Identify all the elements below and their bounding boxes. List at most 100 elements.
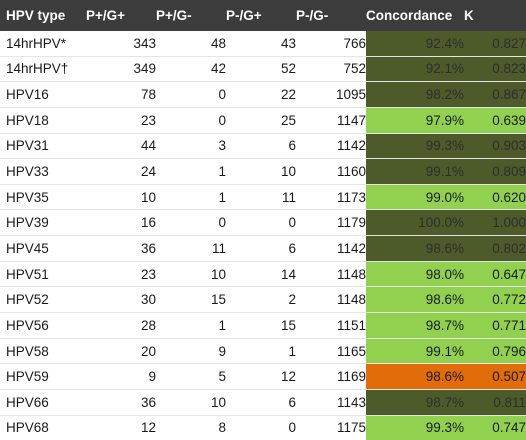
cell-concordance: 99.3%	[366, 415, 464, 440]
cell-pn: 0	[156, 209, 226, 237]
cell-hpv-type: HPV58	[0, 338, 86, 365]
cell-pn: 48	[156, 31, 226, 57]
cell-np: 11	[226, 184, 296, 211]
table-body: 14hrHPV* 343 48 43 766 92.4% 0.827 14hrHPV† 349 4…	[0, 31, 526, 440]
cell-nn: 1142	[296, 235, 366, 262]
cell-pn: 1	[156, 184, 226, 211]
header-nn: P-/G-	[296, 0, 366, 31]
cell-concordance: 99.1%	[366, 158, 464, 185]
table-row: HPV66 36 10 6 1143 98.7% 0.811	[0, 389, 526, 416]
cell-kappa: 0.823	[464, 56, 526, 83]
cell-nn: 1095	[296, 81, 366, 108]
cell-kappa: 0.620	[464, 184, 526, 211]
cell-hpv-type: HPV52	[0, 286, 86, 314]
cell-kappa: 0.507	[464, 363, 526, 390]
cell-np: 6	[226, 133, 296, 160]
cell-np: 0	[288, 420, 296, 436]
cell-hpv-type: HPV35	[0, 184, 86, 211]
cell-hpv-type: HPV31	[0, 133, 86, 160]
cell-pn: 9	[156, 338, 226, 365]
cell-np: 1	[226, 338, 296, 365]
table-row: 14hrHPV* 343 48 43 766 92.4% 0.827	[0, 31, 526, 57]
cell-nn: 1151	[296, 312, 366, 339]
cell-nn: 1169	[296, 363, 366, 390]
cell-concordance: 99.3%	[366, 133, 464, 160]
cell-pp: 9	[86, 363, 156, 390]
cell-nn: 1142	[296, 133, 366, 160]
cell-pp: 23	[86, 261, 156, 288]
cell-nn: 1173	[296, 184, 366, 211]
cell-kappa: 0.772	[464, 286, 526, 314]
cell-kappa: 0.903	[464, 133, 526, 160]
cell-pn: 0	[156, 107, 226, 134]
cell-nn: 1179	[296, 209, 366, 237]
cell-pp: 16	[86, 209, 156, 237]
cell-nn: 1143	[296, 389, 366, 416]
cell-kappa: 0.747	[464, 415, 526, 440]
cell-np: 25	[226, 107, 296, 134]
cell-kappa: 0.809	[464, 158, 526, 185]
header-np: P-/G+	[226, 0, 296, 31]
cell-pn: 1	[156, 312, 226, 339]
cell-np: 14	[226, 261, 296, 288]
table-row: HPV52 30 15 2 1148 98.6% 0.772	[0, 286, 526, 314]
table-row: HPV59 9 5 12 1169 98.6% 0.507	[0, 363, 526, 390]
table-row: 14hrHPV† 349 42 52 752 92.1% 0.823	[0, 56, 526, 83]
table-row: HPV45 36 11 6 1142 98.6% 0.802	[0, 235, 526, 262]
cell-pn: 10	[156, 389, 226, 416]
cell-pp: 24	[86, 158, 156, 185]
cell-concordance: 98.6%	[366, 286, 464, 314]
cell-np: 15	[226, 312, 296, 339]
cell-np: 0	[226, 209, 296, 237]
cell-pn: 8	[218, 420, 226, 436]
cell-nn: 1148	[296, 286, 366, 314]
cell-pp: 20	[86, 338, 156, 365]
cell-pp: 12	[140, 420, 156, 436]
cell-pp: 78	[86, 81, 156, 108]
cell-concordance: 92.1%	[366, 56, 464, 83]
cell-concordance: 98.6%	[366, 363, 464, 390]
cell-pp: 28	[86, 312, 156, 339]
table-row: HPV58 20 9 1 1165 99.1% 0.796	[0, 338, 526, 365]
cell-pn: 11	[156, 235, 226, 262]
cell-np: 10	[226, 158, 296, 185]
cell-kappa: 0.639	[464, 107, 526, 134]
cell-pn: 0	[156, 81, 226, 108]
cell-hpv-type: HPV59	[0, 363, 86, 390]
table-row: HPV39 16 0 0 1179 100.0% 1.000	[0, 209, 526, 237]
table-row: HPV33 24 1 10 1160 99.1% 0.809	[0, 158, 526, 185]
table-row: HPV18 23 0 25 1147 97.9% 0.639	[0, 107, 526, 134]
cell-concordance: 100.0%	[366, 209, 464, 237]
cell-pn: 10	[156, 261, 226, 288]
cell-hpv-type: HPV51	[0, 261, 86, 288]
cell-np: 2	[226, 286, 296, 314]
cell-kappa: 0.802	[464, 235, 526, 262]
cell-pn: 5	[156, 363, 226, 390]
cell-pp: 36	[86, 389, 156, 416]
cell-np: 52	[226, 56, 296, 83]
cell-hpv-type: HPV56	[0, 312, 86, 339]
cell-hpv-type: HPV33	[0, 158, 86, 185]
cell-kappa: 1.000	[464, 209, 526, 237]
cell-nn: 1147	[296, 107, 366, 134]
cell-concordance: 99.1%	[366, 338, 464, 365]
cell-np: 12	[226, 363, 296, 390]
table-header-row: HPV type P+/G+ P+/G- P-/G+ P-/G- Concord…	[0, 0, 526, 31]
cell-kappa: 0.647	[464, 261, 526, 288]
cell-np: 22	[226, 81, 296, 108]
cell-concordance: 98.7%	[366, 312, 464, 339]
cell-np: 6	[226, 389, 296, 416]
cell-kappa: 0.827	[464, 31, 526, 57]
cell-pn: 15	[156, 286, 226, 314]
cell-hpv-type: HPV16	[0, 81, 86, 108]
cell-pp: 349	[86, 56, 156, 83]
cell-concordance: 98.7%	[366, 389, 464, 416]
cell-hpv-type: HPV18	[0, 107, 86, 134]
cell-concordance: 98.6%	[366, 235, 464, 262]
cell-concordance: 98.0%	[366, 261, 464, 288]
cell-pp: 10	[86, 184, 156, 211]
cell-hpv-type: HPV68	[6, 420, 49, 436]
cell-kappa: 0.796	[464, 338, 526, 365]
cell-kappa: 0.811	[464, 389, 526, 416]
